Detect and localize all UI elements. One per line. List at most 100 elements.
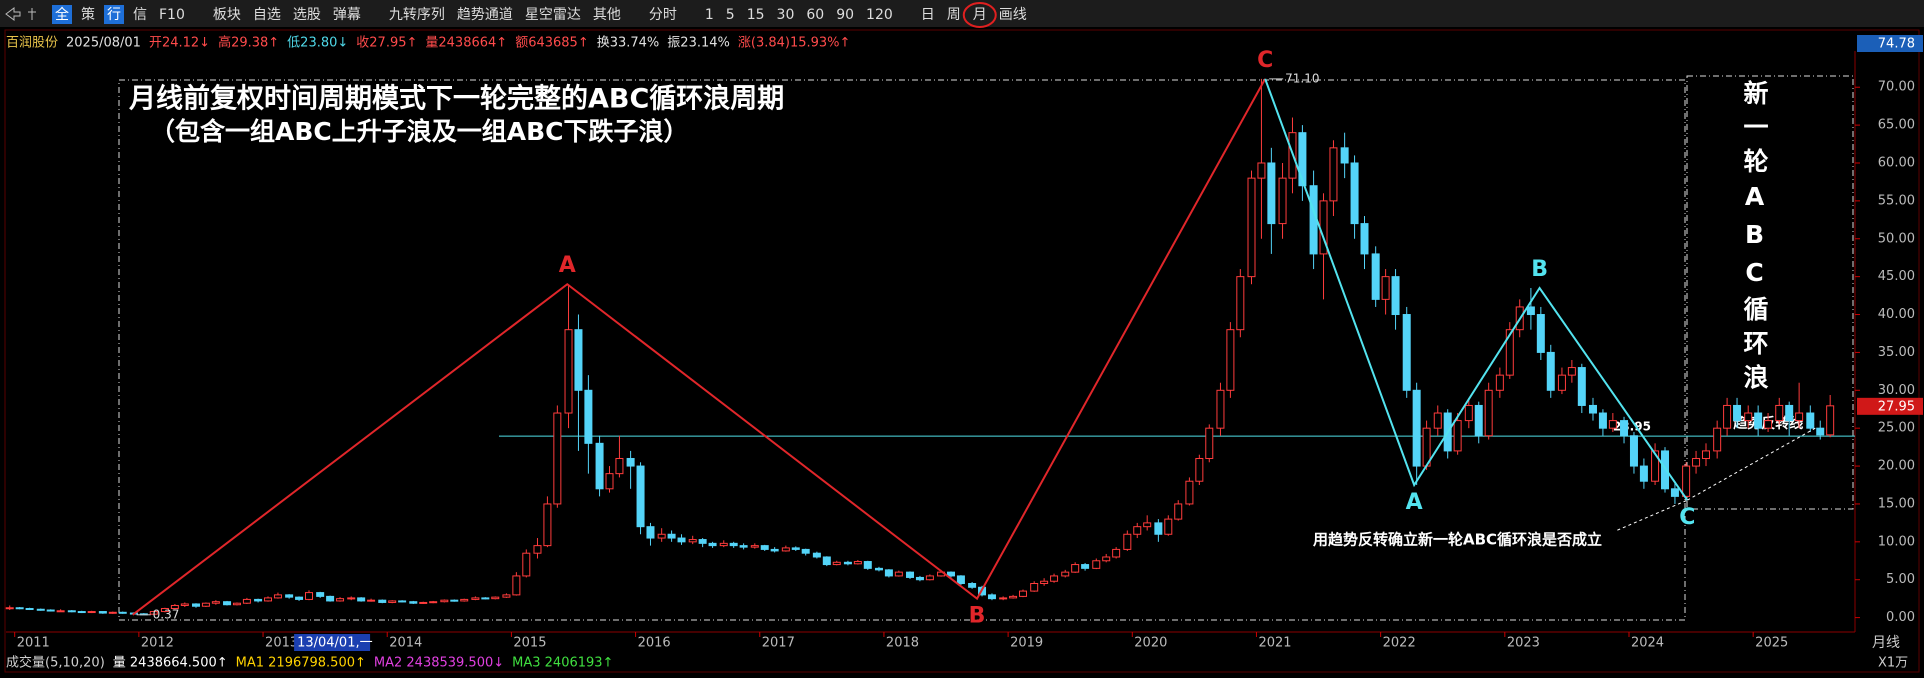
candle-body (1185, 480, 1194, 505)
toolbar-item[interactable]: 日 (921, 7, 935, 23)
candle-body (1216, 389, 1225, 429)
toolbar-item[interactable]: 九转序列 (389, 7, 445, 23)
candle-body (1639, 465, 1648, 482)
extreme-label: 71.10 (1285, 71, 1319, 85)
candle-body (999, 597, 1008, 600)
candle-body (1360, 223, 1369, 255)
toolbar-item[interactable]: 15 (747, 7, 765, 23)
candle-body (1081, 564, 1090, 569)
candle-body (832, 561, 841, 566)
current-price-bg (1857, 397, 1923, 415)
toolbar-item[interactable]: 1 (705, 7, 714, 23)
toolbar-item[interactable]: 120 (866, 7, 893, 23)
candle-body (46, 609, 55, 612)
candle-body (657, 533, 666, 539)
toolbar-item[interactable]: 5 (726, 7, 735, 23)
toolbar-item[interactable]: 选股 (293, 7, 321, 23)
toolbar-item[interactable]: 自选 (253, 7, 281, 23)
candle-body (1505, 329, 1514, 376)
candle-body (1557, 374, 1566, 391)
x-tick-label: 2022 (1383, 636, 1416, 651)
toolbar-item[interactable]: 30 (777, 7, 795, 23)
candle-body (1040, 580, 1049, 585)
y-tick-label: 45.00 (1878, 269, 1915, 284)
candle-body (1806, 412, 1815, 429)
candle-body (801, 548, 810, 554)
toolbar-item[interactable]: 其他 (593, 7, 621, 23)
toolbar-item[interactable]: 趋势通道 (457, 7, 513, 23)
toolbar-item[interactable]: 月 (973, 7, 987, 23)
back-icon[interactable] (5, 7, 21, 21)
candle-body (853, 561, 862, 565)
x-tick-label: 2013 (265, 636, 298, 651)
candle-body (149, 611, 158, 615)
toolbar-item[interactable]: 全 (55, 6, 69, 23)
candle-body (781, 547, 790, 552)
candle-body (1692, 457, 1701, 467)
y-tick-label: 40.00 (1878, 307, 1915, 322)
toolbar-item[interactable]: 分时 (649, 7, 677, 23)
candle-body (254, 598, 263, 602)
candle-body (1484, 389, 1493, 437)
candle-body (491, 596, 500, 600)
toolbar-bg (0, 0, 1924, 27)
wave-label: A (559, 253, 576, 278)
y-tick-label: 60.00 (1878, 155, 1915, 170)
candle-body (760, 545, 769, 550)
toolbar-item[interactable]: 周 (947, 7, 961, 23)
candle-body (739, 545, 748, 548)
toolbar-item[interactable]: 弹幕 (333, 7, 361, 23)
toolbar-item[interactable]: F10 (159, 7, 185, 23)
candle-body (1257, 162, 1266, 179)
candle-body (347, 597, 356, 600)
toolbar-item[interactable]: 板块 (213, 7, 241, 23)
candle-body (906, 571, 915, 578)
candle-body (118, 611, 127, 614)
info-item: 收27.95↑ (356, 36, 417, 51)
candle-body (1433, 412, 1442, 429)
candle-body (1236, 276, 1245, 331)
toolbar-item[interactable]: 画线 (999, 7, 1027, 23)
candle-body (264, 597, 273, 602)
candle-body (843, 561, 852, 565)
toolbar-item[interactable]: 策 (81, 6, 95, 23)
selected-ring (962, 2, 997, 28)
candle-body (316, 592, 325, 597)
candle-body (1050, 575, 1059, 582)
candle-body (1577, 367, 1586, 406)
x-tick-label: 2011 (17, 636, 50, 651)
candle-body (595, 442, 604, 490)
candle-body (170, 604, 179, 610)
candle-body (242, 598, 251, 604)
candle-body (987, 594, 996, 600)
candle-body (1391, 276, 1400, 316)
candle-body (336, 598, 345, 602)
candle-body (285, 594, 294, 598)
y-tick-label: 10.00 (1878, 534, 1915, 549)
toolbar-item[interactable]: 60 (806, 7, 824, 23)
toolbar-active (104, 5, 124, 24)
candle-body (791, 547, 800, 550)
volume-legend: 成交量(5,10,20) (6, 655, 105, 671)
candle-body (708, 542, 717, 547)
candle-body (1464, 404, 1473, 422)
toolbar-item[interactable]: 90 (836, 7, 854, 23)
candle-body (770, 548, 779, 552)
top-price-bg (1857, 35, 1923, 52)
candle-body (1112, 548, 1121, 558)
candle-body (584, 389, 593, 444)
toolbar-item[interactable]: 行 (107, 7, 121, 23)
toolbar-item[interactable]: 信 (133, 7, 147, 23)
hand-icon[interactable] (28, 8, 36, 20)
x-tick-label: 2023 (1507, 636, 1540, 651)
candle-body (1701, 450, 1710, 459)
candle-body (626, 457, 635, 467)
candle-body (1019, 590, 1028, 597)
volume-legend: 量 2438664.500↑ (113, 656, 228, 671)
toolbar-item[interactable]: 星空雷达 (525, 7, 581, 23)
candle-body (1071, 564, 1080, 573)
candle-body (646, 526, 655, 539)
candle-body (533, 545, 542, 554)
extreme-label: 0.37 (153, 607, 180, 621)
wave-label: B (1531, 257, 1548, 282)
